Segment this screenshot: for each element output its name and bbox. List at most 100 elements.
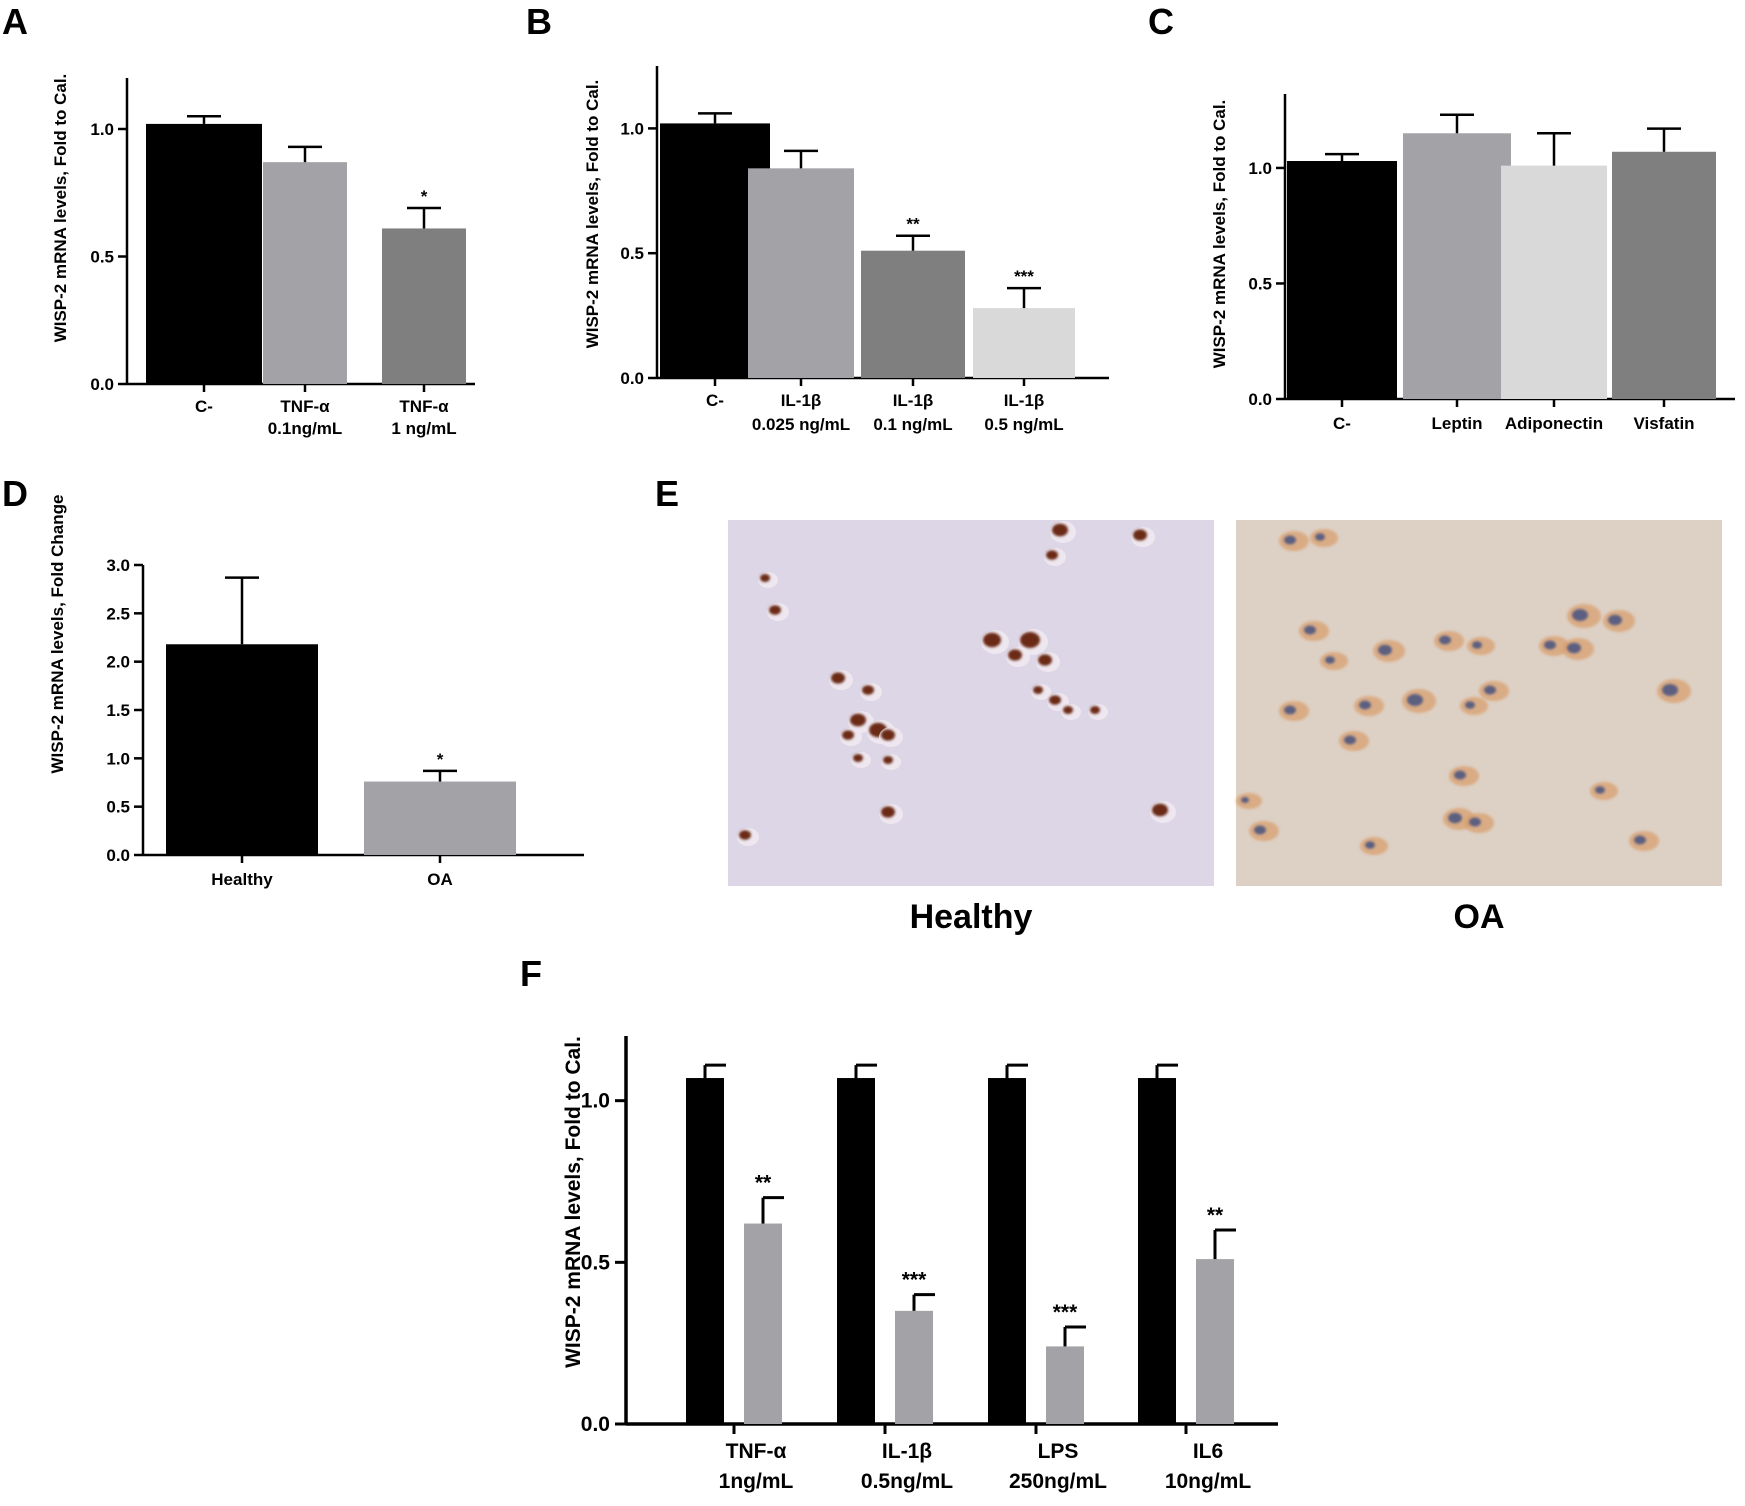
x-tick-label: Visfatin	[1633, 414, 1694, 433]
bar	[364, 781, 516, 855]
x-tick-label: TNF-α	[726, 1440, 787, 1463]
x-tick-label: LPS	[1038, 1440, 1079, 1463]
cell-nucleus	[1472, 641, 1482, 649]
cell-nucleus	[760, 574, 770, 582]
x-tick-label: Adiponectin	[1505, 414, 1603, 433]
cell-nucleus	[1359, 700, 1371, 710]
cell-nucleus	[1133, 529, 1147, 541]
significance-label: **	[906, 215, 920, 234]
cell-nucleus	[862, 685, 874, 695]
bar	[895, 1310, 933, 1424]
significance-label: *	[437, 750, 444, 769]
x-tick-label: 1 ng/mL	[391, 419, 456, 438]
panel-d-letter: D	[2, 473, 28, 514]
cell-nucleus	[1595, 786, 1605, 794]
cell-nucleus	[1572, 609, 1588, 621]
cell-nucleus	[1662, 684, 1678, 696]
cell-nucleus	[1567, 642, 1581, 654]
cell-nucleus	[831, 672, 845, 684]
y-tick-label: 3.0	[106, 556, 130, 575]
micrograph-oa-cells	[1236, 529, 1691, 855]
bar	[1612, 151, 1716, 399]
bar	[744, 1223, 782, 1424]
cell-nucleus	[842, 730, 854, 740]
x-tick-label: 250ng/mL	[1009, 1470, 1107, 1493]
panel-c-y-axis-label: WISP-2 mRNA levels, Fold to Cal.	[1210, 100, 1229, 369]
y-tick-label: 0.0	[581, 1413, 610, 1436]
x-tick-label: Healthy	[211, 870, 273, 889]
cell-nucleus	[883, 756, 893, 764]
y-tick-label: 1.0	[90, 120, 114, 139]
panel-d-chart: D WISP-2 mRNA levels, Fold Change 0.0 0.5…	[2, 473, 584, 889]
cell-nucleus	[1365, 841, 1375, 849]
x-tick-label: C-	[706, 391, 724, 410]
cell-nucleus	[1448, 812, 1462, 824]
x-tick-label: IL-1β	[781, 391, 822, 410]
cell-nucleus	[1315, 533, 1325, 541]
bar	[166, 644, 318, 855]
bar	[1046, 1346, 1084, 1424]
bar	[837, 1078, 875, 1424]
panel-f-letter: F	[520, 953, 542, 994]
x-tick-label: IL-1β	[1004, 391, 1045, 410]
y-tick-label: 1.0	[581, 1090, 610, 1113]
bar	[1403, 133, 1511, 399]
bar	[1196, 1259, 1234, 1424]
bar	[686, 1078, 724, 1424]
x-tick-label: OA	[427, 870, 453, 889]
cell-nucleus	[1454, 770, 1466, 780]
x-tick-label: Leptin	[1432, 414, 1483, 433]
bar	[1501, 165, 1607, 399]
bar	[1138, 1078, 1176, 1424]
y-tick-label: 0.5	[620, 244, 644, 263]
bar	[382, 228, 466, 384]
panel-c-chart: C WISP-2 mRNA levels, Fold to Cal. 0.0 0.…	[1148, 1, 1735, 433]
micrograph-oa-caption: OA	[1454, 898, 1505, 936]
panel-a-y-axis-label: WISP-2 mRNA levels, Fold to Cal.	[51, 74, 70, 343]
cell-nucleus	[1049, 695, 1061, 705]
panel-f-chart: F WISP-2 mRNA levels, Fold to Cal. 0.0 0.…	[520, 953, 1278, 1493]
x-tick-label: TNF-α	[399, 397, 449, 416]
cell-nucleus	[881, 729, 895, 741]
micrograph-healthy-caption: Healthy	[910, 898, 1033, 936]
panel-b-chart: B WISP-2 mRNA levels, Fold to Cal. 0.0 0.…	[526, 1, 1109, 434]
cell-nucleus	[1469, 817, 1481, 827]
bar	[748, 168, 854, 378]
cell-nucleus	[1020, 632, 1040, 648]
y-tick-label: 1.5	[106, 701, 130, 720]
y-tick-label: 2.5	[106, 604, 130, 623]
significance-label: ***	[1014, 267, 1034, 286]
panel-b-y-axis-label: WISP-2 mRNA levels, Fold to Cal.	[583, 80, 602, 349]
cell-nucleus	[1008, 649, 1022, 661]
cell-nucleus	[739, 830, 751, 840]
x-tick-label: 0.1 ng/mL	[873, 415, 952, 434]
y-tick-label: 1.0	[106, 749, 130, 768]
x-tick-label: IL-1β	[893, 391, 934, 410]
significance-label: **	[1207, 1204, 1224, 1227]
cell-nucleus	[1152, 803, 1168, 817]
y-tick-label: 0.0	[620, 369, 644, 388]
x-tick-label: 0.025 ng/mL	[752, 415, 850, 434]
micrograph-healthy-image	[728, 520, 1214, 886]
cell-nucleus	[1608, 614, 1622, 626]
bar	[263, 162, 347, 384]
panel-f-y-axis-label: WISP-2 mRNA levels, Fold to Cal.	[562, 1036, 585, 1368]
y-tick-label: 1.0	[1248, 159, 1272, 178]
cell-cytoplasm	[1236, 793, 1262, 809]
cell-nucleus	[1063, 706, 1073, 714]
panel-d-y-axis-label: WISP-2 mRNA levels, Fold Change	[48, 495, 67, 774]
x-tick-label: C-	[195, 397, 213, 416]
x-tick-label: C-	[1333, 414, 1351, 433]
cell-nucleus	[1484, 685, 1496, 695]
y-tick-label: 0.0	[90, 375, 114, 394]
cell-nucleus	[983, 632, 1001, 648]
bar	[146, 123, 262, 385]
micrograph-healthy: Healthy	[728, 520, 1214, 936]
significance-label: **	[755, 1172, 772, 1195]
y-tick-label: 0.5	[90, 248, 114, 267]
cell-nucleus	[1254, 825, 1266, 835]
bar	[1287, 161, 1397, 399]
cell-nucleus	[1241, 797, 1249, 803]
y-tick-label: 0.5	[581, 1251, 611, 1274]
